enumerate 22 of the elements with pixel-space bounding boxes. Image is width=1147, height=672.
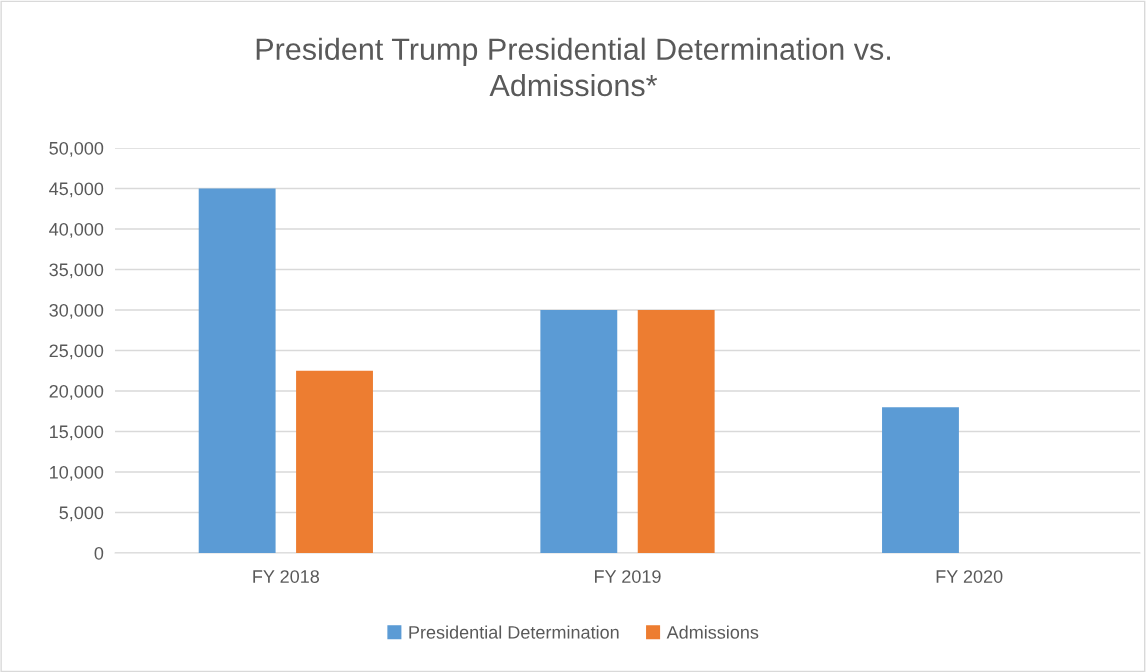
y-tick-label: 0 (94, 546, 104, 560)
y-tick-label: 25,000 (49, 344, 104, 360)
bar (882, 407, 959, 553)
y-tick-label: 5,000 (59, 506, 104, 522)
bar (637, 310, 715, 553)
x-tick-label: FY 2020 (936, 570, 1003, 583)
bar (198, 188, 276, 553)
legend-label: Admissions (666, 625, 759, 639)
y-tick-label: 50,000 (49, 141, 104, 157)
y-tick-label: 15,000 (50, 425, 104, 441)
legend-label: Presidential Determination (409, 625, 619, 639)
y-tick-label: 10,000 (50, 465, 104, 481)
bar (540, 310, 618, 553)
x-tick-label: FY 2019 (595, 570, 661, 583)
x-tick-label: FY 2018 (253, 570, 320, 583)
y-tick-label: 40,000 (49, 222, 104, 238)
y-tick-label: 45,000 (49, 182, 104, 198)
y-tick-label: 35,000 (49, 263, 104, 279)
bar (296, 370, 373, 553)
y-tick-label: 30,000 (49, 303, 104, 319)
y-tick-label: 20,000 (49, 384, 104, 400)
chart-title: President Trump Presidential Determination vs. Admissions* (256, 37, 891, 97)
